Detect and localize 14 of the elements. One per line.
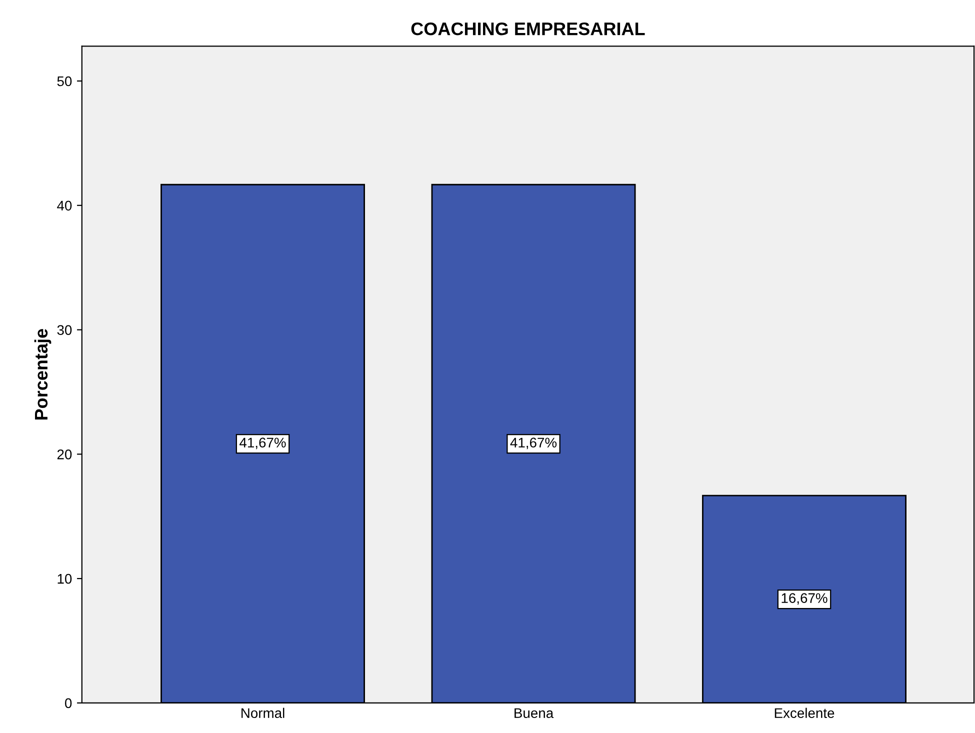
data-label: 41,67% [240, 438, 286, 450]
y-tick-label: 30 [57, 325, 72, 335]
y-tick-label: 20 [57, 450, 72, 460]
y-tick-label: 50 [57, 76, 72, 86]
chart-title: COACHING EMPRESARIAL [411, 22, 645, 36]
x-tick-label: Excelente [774, 708, 834, 718]
y-tick-label: 40 [57, 200, 72, 211]
y-tick-label: 0 [64, 698, 72, 708]
y-tick-label: 10 [58, 574, 72, 584]
data-label: 16,67% [782, 593, 828, 605]
y-axis-title: Porcentaje [34, 329, 52, 420]
data-label: 41,67% [510, 438, 557, 450]
x-tick-label: Normal [242, 708, 284, 718]
x-tick-label: Buena [514, 708, 554, 718]
